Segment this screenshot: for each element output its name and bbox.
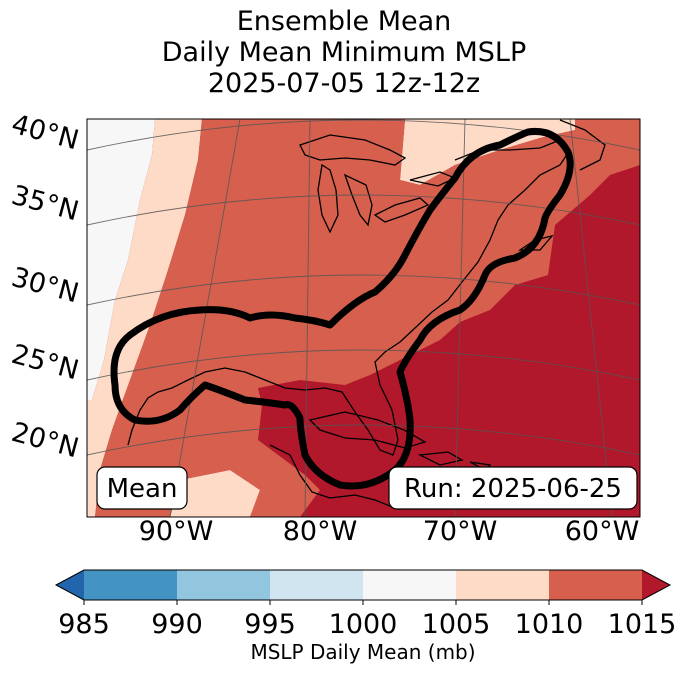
lat-line-20 bbox=[87, 424, 640, 456]
annotation-left-box: Mean bbox=[96, 466, 188, 510]
lon-label-70: 70°W bbox=[423, 516, 498, 547]
band-1005-1010-west bbox=[87, 119, 202, 517]
lat-labels: 40°N 35°N 30°N 25°N 20°N bbox=[8, 109, 82, 465]
lat-line-30 bbox=[87, 274, 640, 306]
map-area bbox=[87, 119, 640, 517]
coastlines bbox=[127, 119, 606, 509]
lat-label-20: 20°N bbox=[8, 417, 82, 465]
title-line-3: 2025-07-05 12z-12z bbox=[207, 68, 481, 99]
chart-title: Ensemble Mean Daily Mean Minimum MSLP 20… bbox=[0, 6, 688, 99]
colorbar: 985 990 995 1000 1005 1010 1015 bbox=[54, 569, 676, 640]
lat-label-25: 25°N bbox=[8, 339, 82, 387]
colorbar-over-arrow bbox=[642, 570, 670, 600]
lat-label-35: 35°N bbox=[8, 180, 82, 228]
annotation-left: Mean bbox=[107, 474, 178, 504]
band-1005-1010-south bbox=[170, 470, 260, 517]
colorbar-tick-label-1000: 1000 bbox=[329, 609, 398, 640]
colorbar-bin-2 bbox=[270, 570, 363, 600]
lon-line-90 bbox=[169, 119, 241, 517]
lon-line-70 bbox=[454, 119, 466, 517]
lon-label-60: 60°W bbox=[565, 516, 640, 547]
lon-line-60 bbox=[569, 119, 613, 517]
lat-line-25 bbox=[87, 349, 640, 381]
colorbar-ticks: 985 990 995 1000 1005 1010 1015 bbox=[58, 600, 676, 640]
colorbar-bin-5 bbox=[549, 570, 642, 600]
annotation-right: Run: 2025-06-25 bbox=[404, 474, 622, 504]
colorbar-tick-label-1015: 1015 bbox=[608, 609, 677, 640]
title-line-2: Daily Mean Minimum MSLP bbox=[161, 37, 527, 68]
lat-label-40: 40°N bbox=[8, 109, 82, 157]
colorbar-tick-label-1005: 1005 bbox=[422, 609, 491, 640]
colorbar-tick-label-995: 995 bbox=[244, 609, 296, 640]
band-1010-1015 bbox=[95, 119, 640, 517]
title-line-1: Ensemble Mean bbox=[236, 6, 452, 37]
lat-line-35 bbox=[87, 194, 640, 226]
band-1000-1005 bbox=[87, 119, 155, 400]
map-frame bbox=[86, 118, 641, 518]
colorbar-tick-label-990: 990 bbox=[151, 609, 203, 640]
colorbar-bin-1 bbox=[177, 570, 270, 600]
lon-label-80: 80°W bbox=[283, 516, 358, 547]
graticule bbox=[87, 119, 640, 517]
colorbar-under-arrow bbox=[56, 570, 84, 600]
lon-label-90: 90°W bbox=[139, 516, 214, 547]
contour-outline bbox=[110, 127, 574, 490]
colorbar-bin-4 bbox=[456, 570, 549, 600]
colorbar-segments bbox=[84, 570, 642, 600]
colorbar-bin-3 bbox=[363, 570, 456, 600]
colorbar-tick-label-985: 985 bbox=[58, 609, 110, 640]
colorbar-bin-0 bbox=[84, 570, 177, 600]
colorbar-tick-label-1010: 1010 bbox=[515, 609, 584, 640]
colorbar-label: MSLP Daily Mean (mb) bbox=[250, 640, 476, 664]
lon-labels: 90°W 80°W 70°W 60°W bbox=[139, 516, 640, 547]
lat-line-40 bbox=[87, 119, 640, 151]
annotation-right-box: Run: 2025-06-25 bbox=[388, 466, 638, 510]
lat-label-30: 30°N bbox=[8, 262, 82, 310]
